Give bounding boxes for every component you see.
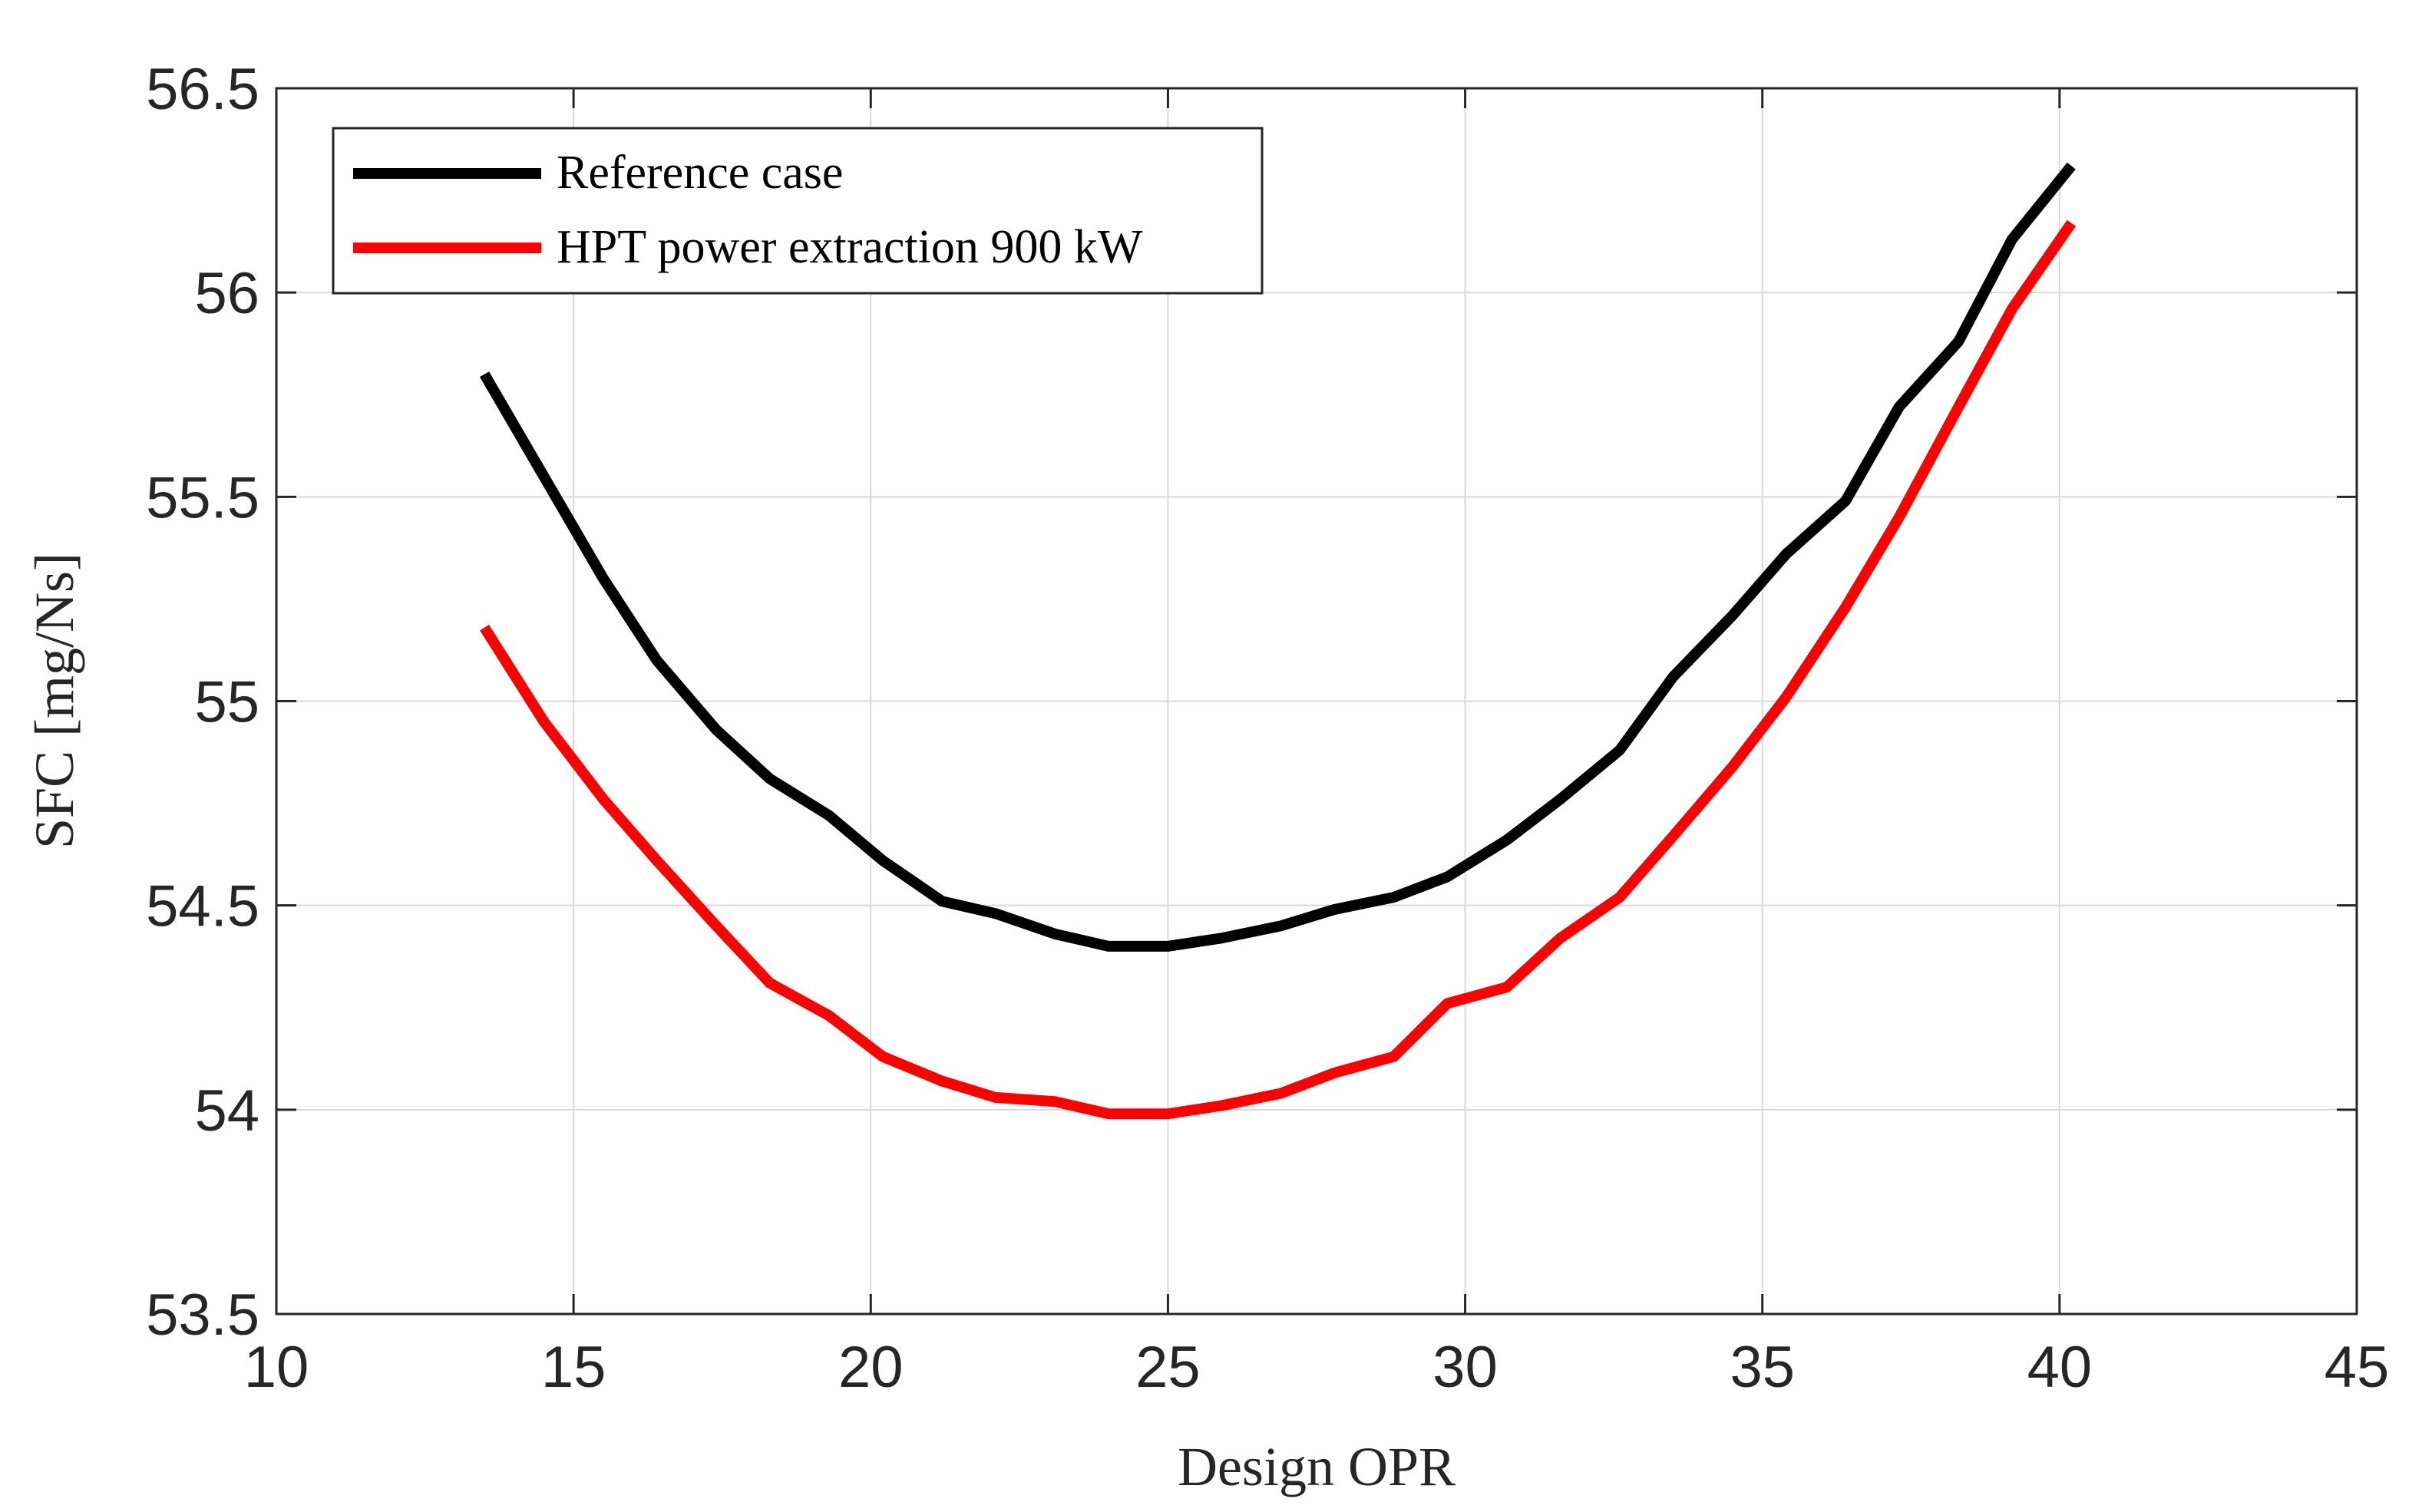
legend-box [332,127,1264,295]
y-tick-labels: 53.5 54 54.5 55 55.5 56 56.5 [146,57,259,1348]
x-tick-labels: 10 15 20 25 30 35 40 45 [244,1335,2390,1400]
legend-label-hpt-power-extraction: HPT power extraction 900 kW [557,221,1143,273]
series-line-reference-case [479,162,2076,952]
y-tick-label: 53.5 [146,1283,259,1348]
x-tick-label: 40 [2027,1335,2093,1400]
x-tick-label: 15 [541,1335,606,1400]
y-tick-label: 54.5 [146,874,259,939]
x-tick-label: 45 [2325,1335,2390,1400]
x-tick-label: 30 [1432,1335,1498,1400]
y-tick-label: 56.5 [146,57,259,122]
y-tick-label: 54 [194,1078,259,1144]
x-tick-label: 35 [1730,1335,1795,1400]
y-tick-label: 55.5 [146,465,259,530]
x-axis-title: Design OPR [1178,1436,1456,1497]
y-axis-title: SFC [mg/Ns] [24,553,85,849]
x-tick-label: 25 [1135,1335,1201,1400]
series-line-hpt-power-extraction [480,220,2077,1120]
x-tick-label: 20 [838,1335,904,1400]
y-tick-label: 55 [194,670,259,735]
tick-marks [275,87,2358,1316]
legend: Reference case HPT power extraction 900 … [332,127,1264,295]
series-lines [479,162,2077,1120]
y-tick-label: 56 [194,261,259,326]
legend-label-reference-case: Reference case [557,147,843,199]
x-tick-label: 10 [244,1335,309,1400]
